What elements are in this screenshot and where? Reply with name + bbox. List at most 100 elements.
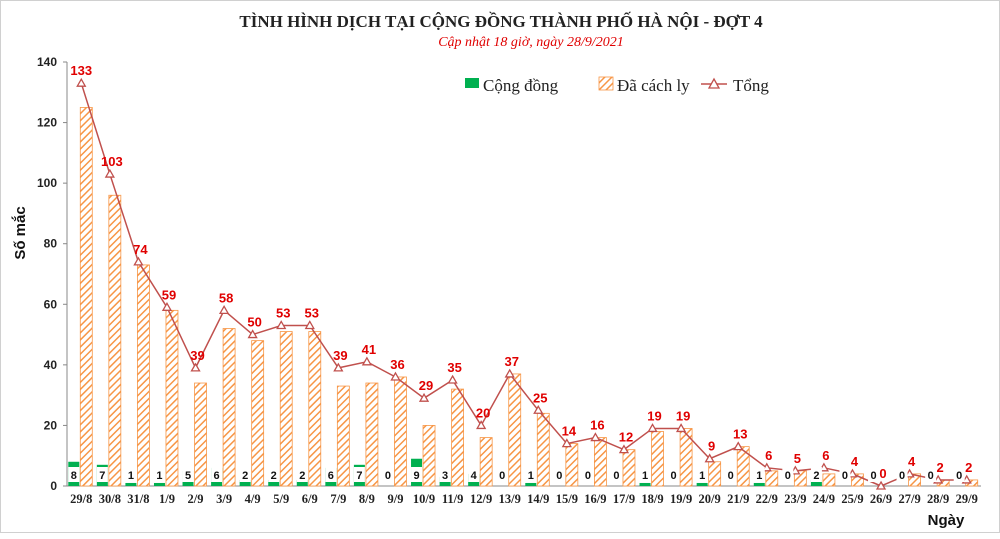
- data-label-total: 19: [676, 408, 690, 423]
- point-total: [304, 320, 315, 330]
- data-label-community: 0: [556, 470, 562, 482]
- data-label-total: 36: [390, 357, 404, 372]
- x-tick-label: 26/9: [870, 492, 892, 506]
- data-label-community: 0: [728, 470, 734, 482]
- data-label-community: 1: [528, 470, 534, 482]
- point-total: [133, 256, 144, 266]
- label-bg-community: [753, 467, 765, 482]
- point-total: [104, 168, 115, 178]
- data-label-total: 13: [733, 427, 747, 442]
- bar-quarantined: [822, 473, 836, 487]
- x-tick-label: 31/8: [127, 492, 149, 506]
- y-tick-label: 20: [44, 418, 58, 432]
- point-total: [875, 480, 887, 490]
- x-tick-label: 28/9: [927, 492, 949, 506]
- label-bg-community: [439, 467, 451, 482]
- data-label-community: 7: [356, 470, 362, 482]
- legend: Cộng đồng Đã cách ly Tổng: [465, 76, 769, 95]
- bar-quarantined: [79, 107, 93, 487]
- x-tick-label: 4/9: [245, 492, 261, 506]
- data-label-total: 53: [305, 305, 319, 320]
- label-bg-community: [725, 467, 737, 482]
- data-label-community: 2: [813, 470, 819, 482]
- data-label-total: 2: [937, 460, 944, 475]
- legend-marker-total: [707, 77, 721, 89]
- bar-quarantined: [422, 425, 436, 487]
- data-label-community: 2: [242, 470, 248, 482]
- data-label-total: 0: [879, 466, 886, 481]
- x-tick-label: 14/9: [527, 492, 549, 506]
- label-bg-community: [782, 467, 794, 482]
- data-label-total: 29: [419, 378, 433, 393]
- data-label-total: 50: [247, 315, 261, 330]
- label-bg-community: [868, 467, 880, 482]
- data-label-community: 0: [956, 470, 962, 482]
- data-label-community: 0: [928, 470, 934, 482]
- data-label-community: 0: [899, 470, 905, 482]
- data-label-community: 0: [842, 470, 848, 482]
- x-tick-label: 9/9: [387, 492, 403, 506]
- data-label-total: 41: [362, 342, 376, 357]
- data-label-total: 35: [447, 360, 461, 375]
- point-total: [447, 374, 458, 384]
- x-tick-label: 17/9: [613, 492, 635, 506]
- bar-community: [296, 479, 308, 486]
- data-label-total: 5: [794, 451, 801, 466]
- x-tick-label: 29/8: [70, 492, 92, 506]
- bar-community: [696, 482, 708, 486]
- point-total: [647, 423, 658, 433]
- data-label-total: 14: [562, 424, 577, 439]
- label-bg-community: [96, 467, 108, 482]
- data-label-total: 12: [619, 430, 633, 445]
- bar-quarantined: [679, 428, 693, 487]
- point-total: [161, 302, 173, 311]
- x-tick-label: 11/9: [442, 492, 464, 506]
- y-tick-label: 0: [50, 479, 57, 493]
- label-bg-community: [382, 467, 394, 482]
- y-axis-label: Số mắc: [11, 206, 29, 259]
- bar-quarantined: [479, 437, 493, 487]
- legend-label-quarantined: Đã cách ly: [617, 76, 690, 95]
- label-bg-community: [153, 467, 165, 482]
- point-total: [504, 368, 515, 378]
- point-total: [76, 77, 87, 87]
- bar-quarantined: [565, 443, 579, 487]
- label-bg-community: [525, 467, 537, 482]
- label-bg-community: [468, 467, 480, 482]
- label-bg-community: [411, 467, 423, 482]
- data-label-community: 7: [99, 470, 105, 482]
- bar-quarantined: [708, 461, 722, 487]
- data-label-community: 1: [699, 470, 705, 482]
- data-label-total: 74: [133, 242, 148, 257]
- x-tick-label: 18/9: [641, 492, 663, 506]
- label-bg-community: [68, 467, 80, 482]
- y-tick-label: 40: [44, 358, 58, 372]
- label-bg-community: [211, 467, 223, 482]
- label-bg-community: [810, 467, 822, 482]
- x-tick-label: 13/9: [499, 492, 521, 506]
- bar-quarantined: [508, 373, 522, 487]
- bar-quarantined: [765, 470, 779, 487]
- x-tick-label: 10/9: [413, 492, 435, 506]
- bar-quarantined: [365, 382, 379, 487]
- point-total: [590, 432, 601, 442]
- x-tick-label: 24/9: [813, 492, 835, 506]
- label-bg-community: [639, 467, 651, 482]
- legend-label-total: Tổng: [733, 76, 769, 95]
- point-total: [733, 441, 744, 451]
- bar-quarantined: [451, 388, 464, 487]
- point-total: [704, 453, 715, 463]
- data-label-community: 1: [642, 470, 648, 482]
- bar-quarantined: [108, 194, 122, 487]
- bar-quarantined: [222, 328, 236, 487]
- data-label-community: 6: [214, 470, 220, 482]
- data-label-community: 2: [271, 470, 277, 482]
- point-total: [333, 362, 344, 372]
- data-label-total: 39: [333, 348, 347, 363]
- data-label-community: 0: [499, 470, 505, 482]
- label-bg-community: [239, 467, 251, 482]
- data-label-community: 1: [756, 470, 762, 482]
- data-label-community: 4: [471, 470, 478, 482]
- data-label-total: 4: [908, 454, 916, 469]
